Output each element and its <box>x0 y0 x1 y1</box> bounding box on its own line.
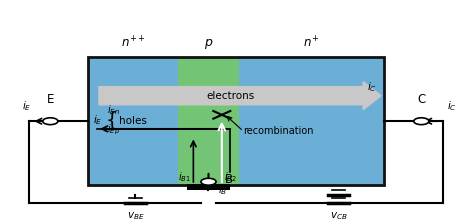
Text: $i_E$: $i_E$ <box>22 99 31 113</box>
Circle shape <box>201 178 216 185</box>
Text: $v_{BE}$: $v_{BE}$ <box>127 211 144 222</box>
Text: C: C <box>417 93 426 106</box>
Circle shape <box>43 118 58 125</box>
Text: $i_C$: $i_C$ <box>366 80 376 94</box>
Text: B: B <box>225 173 233 186</box>
Circle shape <box>414 118 429 125</box>
Text: $i_{Ep}$: $i_{Ep}$ <box>107 123 120 137</box>
Text: $i_{B1}$: $i_{B1}$ <box>178 170 191 184</box>
Bar <box>88 58 383 185</box>
Text: holes: holes <box>119 116 147 126</box>
Text: $n^{+}$: $n^{+}$ <box>303 36 319 51</box>
Text: $i_B$: $i_B$ <box>218 183 228 197</box>
Text: $n^{++}$: $n^{++}$ <box>121 36 146 51</box>
Text: $v_{CB}$: $v_{CB}$ <box>330 211 347 222</box>
Text: recombination: recombination <box>244 126 314 136</box>
Text: $i_{B2}$: $i_{B2}$ <box>224 170 237 184</box>
Bar <box>239 58 383 185</box>
Text: $i_E$: $i_E$ <box>93 113 102 127</box>
Text: $p$: $p$ <box>204 37 213 51</box>
Bar <box>187 184 230 190</box>
Text: $i_C$: $i_C$ <box>447 99 457 113</box>
Text: {: { <box>106 111 118 130</box>
Bar <box>88 58 178 185</box>
Text: electrons: electrons <box>207 91 255 101</box>
Text: $i_{En}$: $i_{En}$ <box>107 104 120 117</box>
Text: E: E <box>46 93 54 106</box>
FancyArrow shape <box>99 82 381 110</box>
Bar <box>178 58 239 185</box>
